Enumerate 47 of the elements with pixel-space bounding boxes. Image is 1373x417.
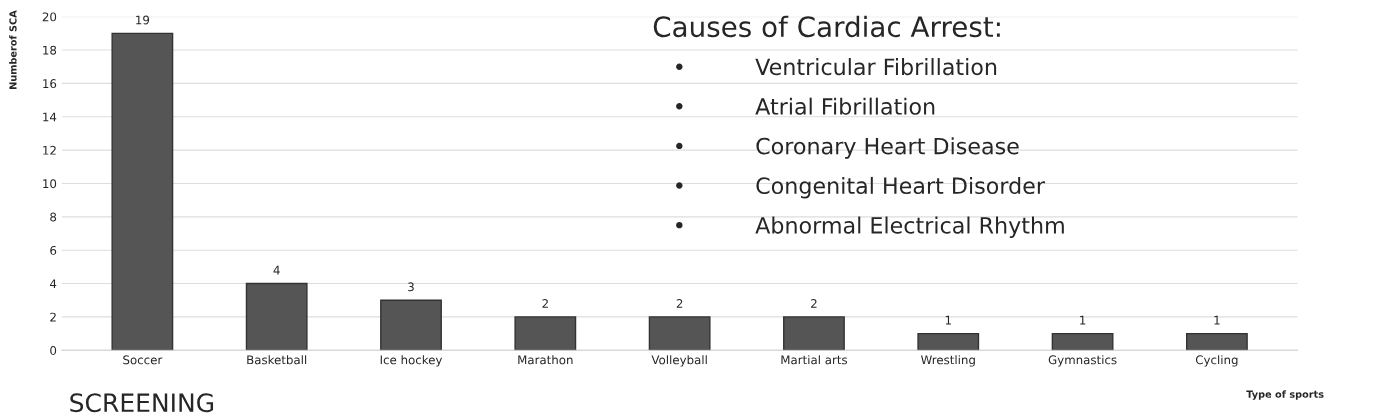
text: • Atrial Fibrillation [676, 97, 935, 115]
y-tick-label: 18 [43, 45, 57, 55]
data-label: 1 [945, 315, 951, 325]
x-tick-label: Wrestling [921, 355, 975, 367]
data-label: 1 [1214, 315, 1220, 325]
bar [111, 32, 174, 351]
y-tick-label: 12 [43, 145, 56, 155]
text: • Abnormal Electrical Rhythm [676, 216, 1064, 239]
x-tick-label: Soccer [123, 355, 163, 365]
x-tick-label: Martial arts [781, 355, 848, 365]
y-tick-label: 0 [50, 346, 57, 355]
y-tick-label: 6 [50, 245, 57, 255]
text: • Ventricular Fibrillation [676, 58, 997, 76]
data-label: 19 [136, 15, 150, 25]
x-tick-label: Gymnastics [1048, 355, 1117, 367]
bar [245, 282, 308, 351]
y-tick-label: 10 [43, 179, 57, 189]
text: • Coronary Heart Disease [676, 137, 1019, 159]
x-tick-label: Marathon [518, 355, 573, 365]
text: SCREENING [70, 393, 214, 413]
bar [380, 299, 442, 351]
data-label: 3 [408, 282, 414, 292]
y-tick-label: 14 [43, 112, 57, 122]
bar [783, 316, 845, 351]
bar [1185, 332, 1248, 351]
bar [917, 332, 980, 351]
y-tick-label: 2 [50, 312, 56, 322]
data-label: 2 [542, 299, 548, 308]
data-label: 4 [273, 265, 280, 275]
text: • Congenital Heart Disorder [676, 176, 1045, 199]
bar [648, 316, 711, 351]
y-tick-label: 16 [43, 79, 57, 89]
bar [1051, 332, 1114, 351]
annotation: Causes of Cardiac Arrest: [653, 15, 1000, 38]
y-tick-label: 8 [50, 212, 57, 222]
y-tick-label: 4 [49, 279, 57, 289]
data-label: 2 [811, 299, 817, 308]
data-label: 1 [1080, 315, 1086, 325]
data-label: 2 [676, 299, 683, 308]
x-axis-title: Type of sports [1246, 390, 1324, 400]
y-tick-label: 20 [42, 12, 57, 22]
y-axis-title: Numberof SCA [9, 10, 17, 89]
x-tick-label: Volleyball [651, 355, 707, 367]
bar [514, 316, 577, 351]
x-tick-label: Ice hockey [380, 355, 443, 367]
x-tick-label: Cycling [1195, 355, 1238, 367]
x-tick-label: Basketball [247, 355, 307, 365]
